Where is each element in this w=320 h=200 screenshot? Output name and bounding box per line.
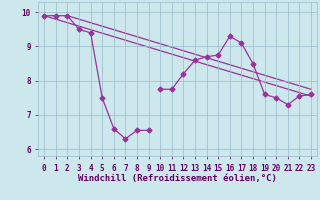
X-axis label: Windchill (Refroidissement éolien,°C): Windchill (Refroidissement éolien,°C) — [78, 174, 277, 183]
